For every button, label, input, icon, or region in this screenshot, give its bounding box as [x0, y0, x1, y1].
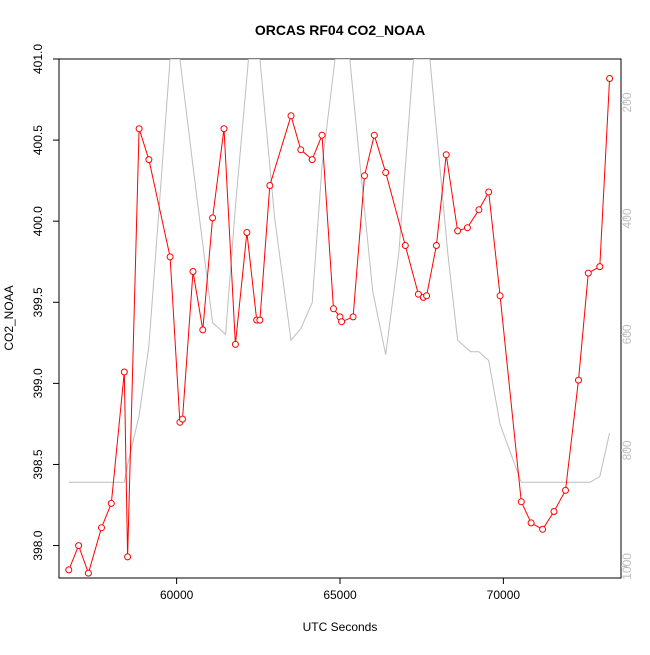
co2-point [124, 553, 132, 561]
y-axis-label: CO2_NOAA [2, 285, 16, 350]
co2-series [65, 75, 614, 577]
co2-point [401, 242, 409, 249]
co2-point [308, 156, 316, 164]
co2-line [68, 78, 611, 575]
y2-tick-label: 400 [620, 208, 634, 228]
x-tick-label: 65000 [323, 588, 357, 602]
co2-point [432, 242, 440, 249]
y-tick-label: 398.5 [31, 449, 45, 479]
co2-point [120, 368, 128, 376]
co2-point [606, 75, 614, 82]
x-axis-label: UTC Seconds [303, 620, 378, 634]
axes: 60000 65000 70000 398.0 398.5 399.0 399.5 400.0… [31, 44, 634, 602]
co2-point [414, 290, 422, 298]
co2-point [166, 253, 174, 261]
co2-point [84, 569, 92, 577]
y2-tick-label: 600 [620, 324, 634, 344]
co2-point [496, 292, 504, 300]
co2-point [349, 313, 357, 321]
co2-point [454, 227, 462, 235]
co2-point [562, 486, 569, 494]
co2-point [209, 214, 217, 222]
co2-point [287, 112, 295, 120]
co2-point [297, 146, 305, 154]
co2-point [243, 229, 251, 236]
x-tick-label: 60000 [160, 588, 194, 602]
co2-point [318, 131, 326, 139]
y-tick-label: 399.0 [31, 368, 45, 398]
co2-point [220, 125, 228, 133]
co2-point [517, 498, 525, 506]
chart-title: ORCAS RF04 CO2_NOAA [255, 22, 425, 38]
co2-point [550, 508, 558, 515]
co2-point [179, 415, 186, 423]
co2-point [423, 292, 431, 300]
y2-tick-label: 800 [620, 440, 634, 460]
co2-point [98, 524, 105, 532]
y-tick-label: 400.0 [31, 206, 45, 236]
co2-point [475, 206, 483, 214]
co2-point [135, 125, 143, 133]
co2-point [442, 151, 450, 159]
y-tick-label: 398.0 [31, 530, 45, 560]
co2-point [75, 542, 83, 550]
co2-point [266, 182, 274, 189]
co2-point [370, 131, 378, 139]
co2-point [65, 566, 73, 574]
co2-point [575, 376, 582, 384]
co2-point [584, 269, 592, 277]
y2-tick-label: 200 [620, 92, 634, 112]
pressure-line [68, 59, 611, 483]
co2-point [107, 499, 115, 507]
co2-point [596, 263, 604, 271]
co2-point [382, 169, 390, 176]
co2-point [145, 156, 153, 164]
y-tick-label: 401.0 [31, 44, 45, 74]
co2-point [539, 525, 547, 533]
co2-point [330, 305, 337, 313]
co2-point [199, 326, 207, 334]
y-tick-label: 399.5 [31, 287, 45, 317]
co2-point [189, 268, 197, 275]
co2-point [463, 224, 471, 232]
co2-point [485, 188, 493, 196]
co2-point [256, 316, 264, 324]
co2-point [361, 172, 368, 180]
co2-point [231, 340, 239, 348]
y-tick-label: 400.5 [31, 125, 45, 155]
x-tick-label: 70000 [487, 588, 521, 602]
pressure-series [68, 59, 611, 483]
y2-tick-label: 1000 [620, 553, 634, 580]
co2-point [338, 318, 346, 326]
co2-point [527, 519, 535, 527]
